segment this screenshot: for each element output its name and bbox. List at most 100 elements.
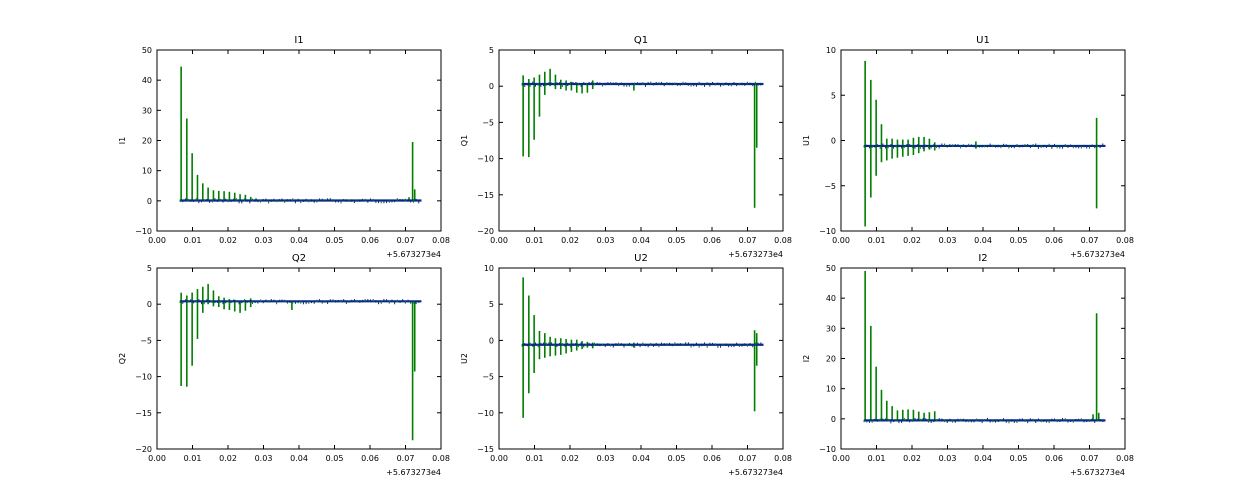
- y-tick-label: −15: [135, 409, 152, 418]
- subplot-q1: 0.00 0.01 0.02 0.03 0.04 0.05 0.06 0.07 0.08 −20 −…: [460, 35, 792, 259]
- x-tick-label: 0.01: [184, 236, 202, 245]
- y-tick-label: −15: [477, 445, 494, 454]
- x-tick-label: 0.03: [597, 454, 615, 463]
- axes-frame: [156, 49, 442, 232]
- y-tick-label: 50: [142, 46, 152, 55]
- y-tick-label: −10: [819, 227, 836, 236]
- axes-frame: [840, 267, 1126, 450]
- y-tick-label: 20: [142, 137, 152, 146]
- y-tick-label: 5: [489, 46, 494, 55]
- axes-frame: [498, 267, 784, 450]
- x-tick-label: 0.06: [1045, 454, 1063, 463]
- x-tick-label: 0.04: [632, 454, 650, 463]
- y-tick-label: 50: [826, 264, 836, 273]
- x-offset-label: +5.673273e4: [728, 468, 783, 477]
- y-axis-label: U1: [802, 135, 811, 146]
- x-offset-label: +5.673273e4: [728, 250, 783, 259]
- x-tick-label: 0.07: [739, 236, 757, 245]
- subplot-title: I1: [294, 35, 303, 46]
- y-tick-label: 40: [142, 76, 152, 85]
- subplot-title: I2: [978, 253, 987, 264]
- x-tick-label: 0.03: [939, 236, 957, 245]
- x-tick-label: 0.06: [1045, 236, 1063, 245]
- y-tick-label: 0: [831, 137, 836, 146]
- x-offset-label: +5.673273e4: [386, 250, 441, 259]
- x-tick-label: 0.06: [361, 236, 379, 245]
- x-tick-label: 0.02: [903, 454, 921, 463]
- axes-frame: [156, 267, 442, 450]
- y-tick-label: −5: [140, 336, 152, 345]
- x-tick-label: 0.06: [703, 454, 721, 463]
- x-tick-label: 0.00: [832, 454, 850, 463]
- subplot-title: U1: [976, 35, 990, 46]
- x-tick-label: 0.05: [668, 236, 686, 245]
- x-tick-label: 0.03: [255, 454, 273, 463]
- x-tick-label: 0.07: [397, 454, 415, 463]
- y-axis-label: I2: [802, 355, 811, 362]
- y-tick-label: −10: [477, 155, 494, 164]
- x-offset-label: +5.673273e4: [386, 468, 441, 477]
- x-tick-label: 0.02: [219, 454, 237, 463]
- x-tick-label: 0.08: [1116, 454, 1134, 463]
- y-tick-label: −5: [482, 373, 494, 382]
- y-tick-label: 0: [489, 82, 494, 91]
- subplot-title: Q2: [292, 253, 306, 264]
- x-tick-label: 0.00: [832, 236, 850, 245]
- x-tick-label: 0.02: [903, 236, 921, 245]
- subplot-i1: 0.00 0.01 0.02 0.03 0.04 0.05 0.06 0.07 0.08 −10 0…: [118, 35, 450, 259]
- y-tick-label: −10: [819, 445, 836, 454]
- x-tick-label: 0.02: [561, 236, 579, 245]
- y-tick-label: 5: [147, 264, 152, 273]
- x-tick-label: 0.05: [326, 236, 344, 245]
- y-tick-label: 0: [147, 300, 152, 309]
- subplot-u2: 0.00 0.01 0.02 0.03 0.04 0.05 0.06 0.07 0.08 −15 −…: [460, 253, 792, 477]
- x-tick-label: 0.07: [1081, 236, 1099, 245]
- y-tick-label: 5: [831, 91, 836, 100]
- x-tick-label: 0.03: [597, 236, 615, 245]
- y-tick-label: 40: [826, 294, 836, 303]
- y-tick-label: −10: [477, 409, 494, 418]
- axes-frame: [498, 49, 784, 232]
- y-axis-label: Q1: [460, 135, 469, 146]
- x-tick-label: 0.08: [432, 236, 450, 245]
- y-tick-label: 0: [831, 415, 836, 424]
- x-tick-label: 0.07: [1081, 454, 1099, 463]
- y-tick-label: −10: [135, 373, 152, 382]
- x-tick-label: 0.00: [148, 454, 166, 463]
- y-tick-label: −5: [482, 118, 494, 127]
- x-tick-label: 0.07: [739, 454, 757, 463]
- x-tick-label: 0.05: [668, 454, 686, 463]
- x-tick-label: 0.00: [148, 236, 166, 245]
- x-tick-label: 0.05: [1010, 454, 1028, 463]
- x-tick-label: 0.08: [432, 454, 450, 463]
- x-tick-label: 0.06: [361, 454, 379, 463]
- y-tick-label: 5: [489, 300, 494, 309]
- y-tick-label: 10: [484, 264, 494, 273]
- y-tick-label: −20: [477, 227, 494, 236]
- y-tick-label: −10: [135, 227, 152, 236]
- x-tick-label: 0.08: [1116, 236, 1134, 245]
- x-tick-label: 0.05: [1010, 236, 1028, 245]
- y-tick-label: −5: [824, 182, 836, 191]
- axes-frame: [840, 49, 1126, 232]
- x-tick-label: 0.04: [974, 454, 992, 463]
- x-tick-label: 0.08: [774, 454, 792, 463]
- y-tick-label: 30: [142, 106, 152, 115]
- y-tick-label: 10: [826, 385, 836, 394]
- x-tick-label: 0.04: [290, 236, 308, 245]
- x-tick-label: 0.01: [526, 236, 544, 245]
- x-tick-label: 0.02: [219, 236, 237, 245]
- x-tick-label: 0.00: [490, 236, 508, 245]
- y-axis-label: U2: [460, 353, 469, 364]
- x-tick-label: 0.08: [774, 236, 792, 245]
- subplot-title: Q1: [634, 35, 648, 46]
- x-tick-label: 0.00: [490, 454, 508, 463]
- x-offset-label: +5.673273e4: [1070, 468, 1125, 477]
- x-tick-label: 0.01: [868, 454, 886, 463]
- y-axis-label: I1: [118, 137, 127, 144]
- x-tick-label: 0.02: [561, 454, 579, 463]
- x-tick-label: 0.01: [526, 454, 544, 463]
- y-tick-label: −15: [477, 191, 494, 200]
- x-tick-label: 0.05: [326, 454, 344, 463]
